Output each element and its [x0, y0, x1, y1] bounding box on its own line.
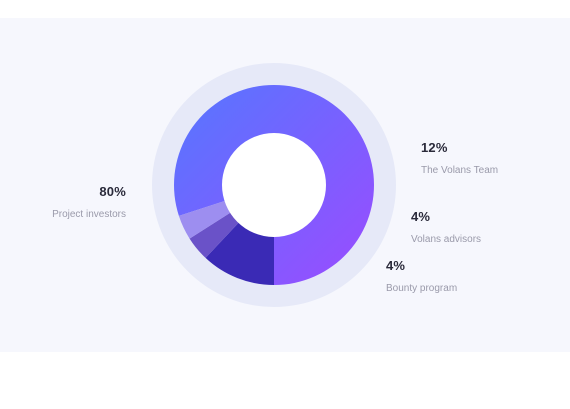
donut-hole: [222, 133, 326, 237]
project-investors-name: Project investors: [52, 209, 126, 220]
volans-team-name: The Volans Team: [421, 165, 499, 176]
bounty-program-name: Bounty program: [386, 283, 458, 294]
volans-team-percent: 12%: [421, 140, 448, 155]
volans-advisors-percent: 4%: [411, 209, 431, 224]
bounty-program-percent: 4%: [386, 258, 406, 273]
label-volans-team: 12% The Volans Team: [421, 140, 498, 176]
label-bounty-program: 4% Bounty program: [386, 258, 457, 294]
label-volans-advisors: 4% Volans advisors: [411, 209, 481, 245]
volans-advisors-name: Volans advisors: [411, 234, 482, 245]
project-investors-percent: 80%: [99, 184, 126, 199]
label-project-investors: 80% Project investors: [52, 184, 126, 220]
